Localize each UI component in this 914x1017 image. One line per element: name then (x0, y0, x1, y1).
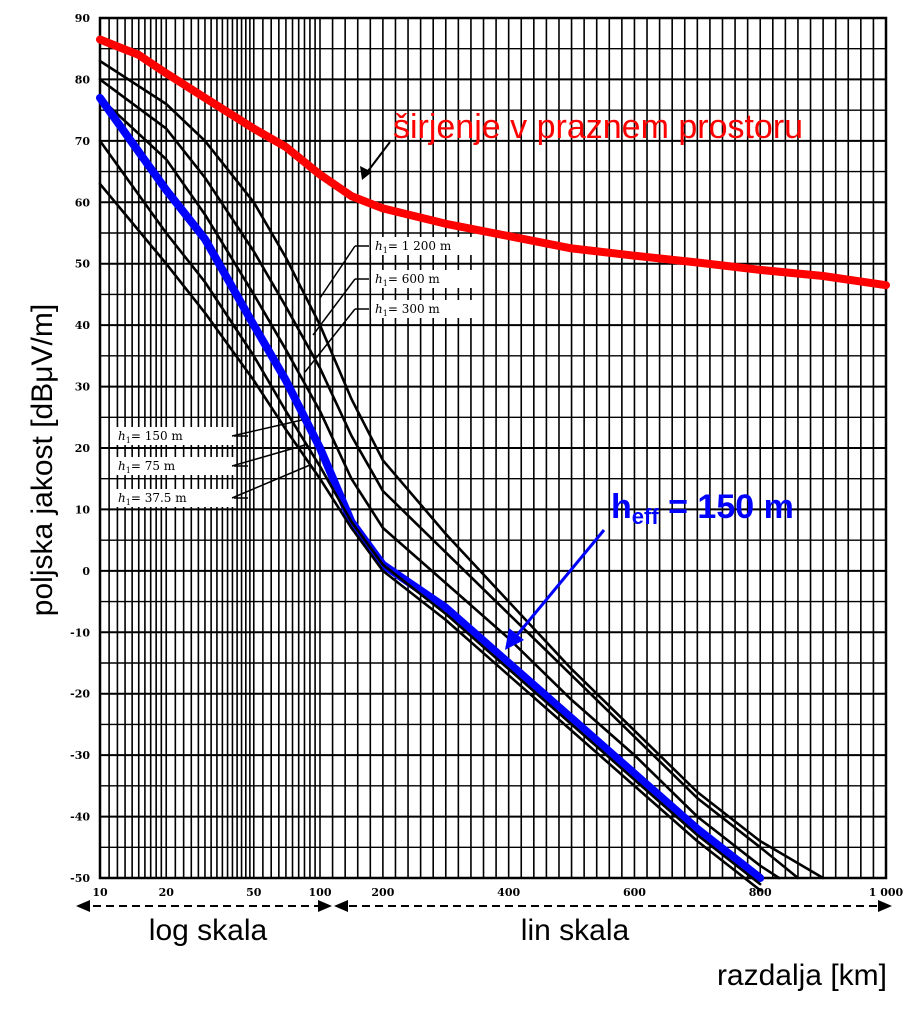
y-tick-label: 60 (75, 196, 91, 209)
log-scale-arrow-left (76, 900, 90, 912)
curve-label-background (371, 237, 481, 255)
y-tick-label: 10 (75, 503, 91, 516)
y-tick-label: 30 (75, 381, 91, 394)
x-tick-label: 600 (623, 886, 646, 899)
y-tick-label: -10 (70, 626, 90, 639)
curve-label-background (114, 457, 234, 475)
curve-label-background (371, 270, 481, 288)
free-space-label: širjenje v praznem prostoru (393, 108, 803, 146)
tick-labels: 10 20 50 100 200 400 600 800 1 00090807060504030… (70, 12, 903, 899)
heff-arrowhead (505, 628, 524, 650)
x-axis-label: razdalja [km] (717, 959, 887, 992)
curve-label-leader (231, 464, 311, 499)
y-tick-label: 80 (75, 73, 91, 86)
curve-label-text: h1= 300 m (375, 302, 440, 318)
y-tick-label: 50 (75, 258, 91, 271)
free-space-arrowhead (360, 166, 372, 180)
lin-scale-arrow-right (878, 900, 892, 912)
y-tick-label: 40 (75, 319, 91, 332)
y-tick-label: 0 (82, 565, 90, 578)
heff-arrow (511, 529, 606, 641)
y-tick-label: -20 (70, 688, 90, 701)
lin-scale-arrow-left (334, 900, 348, 912)
curve-label-text: h1= 150 m (118, 429, 183, 445)
series-line (98, 78, 800, 880)
curve-label-text: h1= 37.5 m (118, 491, 187, 507)
curve-label-text: h1= 75 m (118, 459, 176, 475)
x-tick-label: 800 (749, 886, 772, 899)
curve-label: h1= 300 m (355, 300, 481, 318)
x-tick-label: 20 (159, 886, 175, 899)
heff-label: heff = 150 m (611, 488, 794, 529)
y-tick-label: 20 (75, 442, 91, 455)
series-line (98, 59, 825, 880)
x-tick-label: 100 (309, 886, 332, 899)
x-tick-label: 1 000 (869, 886, 904, 899)
log-scale-label: log skala (149, 914, 268, 947)
grid (99, 17, 887, 879)
annotations: h1= 1 200 m h1= 600 m h1= 300 m h1= 150 m h1… (76, 141, 892, 912)
curve-label-leader (231, 419, 303, 437)
series-lines (96, 35, 890, 892)
curve-label-background (114, 489, 234, 507)
free-space-arrow (364, 141, 391, 176)
curve-label: h1= 37.5 m (114, 489, 248, 507)
curve-label-leader (304, 308, 356, 373)
series-line (96, 35, 890, 290)
curve-label: h1= 600 m (355, 270, 481, 288)
curve-label-text: h1= 1 200 m (375, 239, 452, 255)
y-axis-label: poljska jakost [dBμV/m] (26, 304, 59, 616)
curve-label-background (114, 427, 234, 445)
series-line (98, 139, 762, 886)
x-tick-label: 50 (246, 886, 262, 899)
curve-label-leader (319, 245, 356, 299)
y-tick-label: 90 (75, 12, 91, 25)
y-tick-label: -30 (70, 749, 90, 762)
y-tick-label: -40 (70, 811, 90, 824)
curve-label-background (371, 300, 481, 318)
curve-label-leader (312, 278, 356, 336)
plot-frame (98, 16, 888, 880)
x-tick-label: 400 (497, 886, 520, 899)
plot-border (98, 16, 888, 880)
curve-label-text: h1= 600 m (375, 272, 440, 288)
curve-label: h1= 75 m (114, 457, 248, 475)
log-scale-arrow-right (318, 900, 332, 912)
curve-label-leader (231, 444, 306, 467)
x-tick-label: 10 (92, 886, 108, 899)
x-tick-label: 200 (371, 886, 394, 899)
y-tick-label: -50 (70, 872, 90, 885)
series-line (98, 182, 762, 892)
lin-scale-label: lin skala (521, 914, 630, 947)
curve-label: h1= 1 200 m (355, 237, 481, 255)
y-tick-label: 70 (75, 135, 91, 148)
series-line (98, 96, 781, 880)
curve-label: h1= 150 m (114, 427, 248, 445)
